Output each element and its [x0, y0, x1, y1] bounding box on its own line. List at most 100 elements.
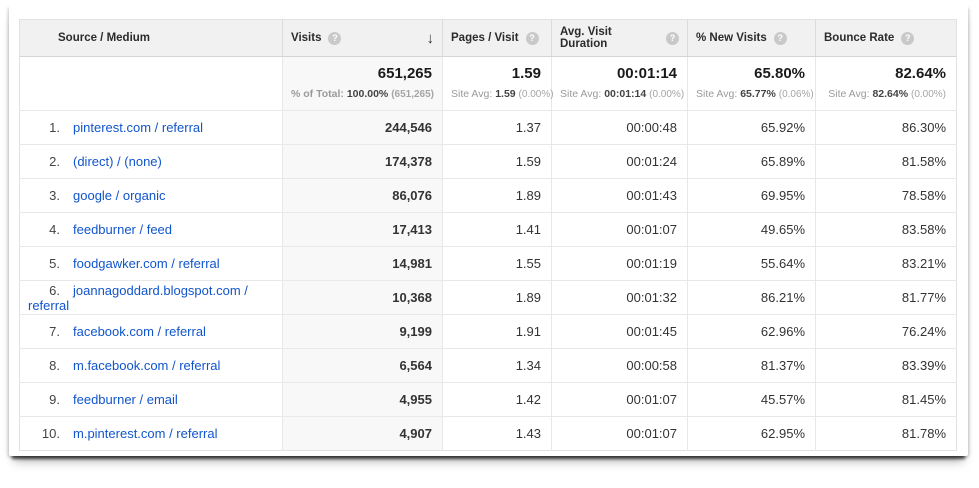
column-header-pct-new-visits[interactable]: % New Visits ? [687, 19, 816, 57]
bounce-rate-cell: 83.58% [815, 212, 957, 247]
totals-bounce-value: 82.64% [895, 65, 946, 82]
totals-visits-cell: 651,265 % of Total: 100.00% (651,265) [282, 56, 443, 111]
source-medium-link[interactable]: feedburner / feed [73, 222, 173, 237]
table-row: 2. (direct) / (none) 174,378 1.59 00:01:2… [19, 144, 957, 179]
pages-per-visit-cell: 1.91 [442, 314, 552, 349]
row-rank: 9. [49, 392, 60, 407]
row-rank: 4. [49, 222, 60, 237]
table-row: 3. google / organic 86,076 1.89 00:01:43 … [19, 178, 957, 213]
source-medium-link[interactable]: google / organic [73, 188, 166, 203]
table-row: 8. m.facebook.com / referral 6,564 1.34 0… [19, 348, 957, 383]
pct-new-visits-cell: 86.21% [687, 280, 816, 315]
totals-duration-cell: 00:01:14 Site Avg: 00:01:14 (0.00%) [551, 56, 688, 111]
row-rank: 3. [49, 188, 60, 203]
row-rank: 1. [49, 120, 60, 135]
source-medium-cell: 7. facebook.com / referral [19, 314, 283, 349]
bounce-rate-cell: 81.78% [815, 416, 957, 451]
source-medium-cell: 3. google / organic [19, 178, 283, 213]
avg-visit-duration-cell: 00:01:07 [551, 382, 688, 417]
totals-bounce-cell: 82.64% Site Avg: 82.64% (0.00%) [815, 56, 957, 111]
avg-visit-duration-cell: 00:01:07 [551, 416, 688, 451]
help-icon[interactable]: ? [666, 31, 679, 45]
analytics-table-card: Source / Medium Visits ? ↓ Pages / Visit… [9, 5, 968, 456]
visits-cell: 244,546 [282, 110, 443, 145]
avg-visit-duration-cell: 00:01:24 [551, 144, 688, 179]
table-row: 1. pinterest.com / referral 244,546 1.37 … [19, 110, 957, 145]
help-icon[interactable]: ? [525, 31, 539, 45]
column-header-avg-visit-duration[interactable]: Avg. Visit Duration ? [551, 19, 688, 57]
totals-row: 651,265 % of Total: 100.00% (651,265) 1.… [20, 56, 957, 111]
bounce-rate-cell: 81.77% [815, 280, 957, 315]
column-header-visits[interactable]: Visits ? ↓ [282, 19, 443, 57]
pct-new-visits-cell: 55.64% [687, 246, 816, 281]
source-medium-link[interactable]: pinterest.com / referral [73, 120, 204, 135]
pct-new-visits-cell: 69.95% [687, 178, 816, 213]
source-medium-cell: 8. m.facebook.com / referral [19, 348, 283, 383]
visits-cell: 86,076 [282, 178, 443, 213]
pct-new-visits-cell: 81.37% [687, 348, 816, 383]
visits-cell: 4,955 [282, 382, 443, 417]
column-header-source-medium[interactable]: Source / Medium [19, 19, 283, 57]
pct-new-visits-cell: 45.57% [687, 382, 816, 417]
avg-visit-duration-cell: 00:00:58 [551, 348, 688, 383]
totals-duration-value: 00:01:14 [616, 65, 677, 82]
bounce-rate-cell: 83.39% [815, 348, 957, 383]
column-label: Pages / Visit [451, 32, 519, 44]
pages-per-visit-cell: 1.34 [442, 348, 552, 383]
totals-empty-cell [20, 57, 283, 111]
totals-visits-value: 651,265 [377, 65, 432, 82]
row-rank: 7. [49, 324, 60, 339]
visits-cell: 9,199 [282, 314, 443, 349]
table-row: 10. m.pinterest.com / referral 4,907 1.43… [19, 416, 957, 451]
table-row: 5. foodgawker.com / referral 14,981 1.55 … [19, 246, 957, 281]
source-medium-table: Source / Medium Visits ? ↓ Pages / Visit… [19, 19, 957, 451]
pages-per-visit-cell: 1.59 [442, 144, 552, 179]
header-row: Source / Medium Visits ? ↓ Pages / Visit… [19, 19, 957, 57]
table-header: Source / Medium Visits ? ↓ Pages / Visit… [19, 19, 957, 57]
avg-visit-duration-cell: 00:01:19 [551, 246, 688, 281]
avg-visit-duration-cell: 00:01:07 [551, 212, 688, 247]
totals-pages-value: 1.59 [511, 65, 541, 82]
column-header-pages-per-visit[interactable]: Pages / Visit ? [442, 19, 552, 57]
source-medium-link[interactable]: foodgawker.com / referral [73, 256, 220, 271]
row-rank: 5. [49, 256, 60, 271]
source-medium-cell: 5. foodgawker.com / referral [19, 246, 283, 281]
row-rank: 10. [41, 426, 60, 441]
row-rank: 6. [49, 282, 60, 298]
column-label: Avg. Visit Duration [560, 26, 612, 50]
bounce-rate-cell: 81.58% [815, 144, 957, 179]
pct-new-visits-cell: 65.92% [687, 110, 816, 145]
totals-pages-cell: 1.59 Site Avg: 1.59 (0.00%) [442, 56, 554, 111]
help-icon[interactable]: ? [773, 31, 787, 45]
totals-new-visits-value: 65.80% [754, 65, 805, 82]
source-medium-link[interactable]: facebook.com / referral [73, 324, 206, 339]
source-medium-link[interactable]: m.facebook.com / referral [73, 358, 221, 373]
visits-cell: 174,378 [282, 144, 443, 179]
source-medium-link[interactable]: joannagoddard.blogspot.com / referral [28, 282, 248, 313]
pages-per-visit-cell: 1.89 [442, 178, 552, 213]
row-rank: 8. [49, 358, 60, 373]
source-medium-cell: 4. feedburner / feed [19, 212, 283, 247]
avg-visit-duration-cell: 00:00:48 [551, 110, 688, 145]
help-icon[interactable]: ? [901, 31, 915, 45]
source-medium-link[interactable]: (direct) / (none) [73, 154, 162, 169]
pct-new-visits-cell: 65.89% [687, 144, 816, 179]
help-icon[interactable]: ? [328, 31, 342, 45]
pct-new-visits-cell: 62.95% [687, 416, 816, 451]
pages-per-visit-cell: 1.41 [442, 212, 552, 247]
source-medium-cell: 1. pinterest.com / referral [19, 110, 283, 145]
column-label: % New Visits [696, 32, 767, 44]
avg-visit-duration-cell: 00:01:32 [551, 280, 688, 315]
source-medium-link[interactable]: m.pinterest.com / referral [73, 426, 218, 441]
bounce-rate-cell: 86.30% [815, 110, 957, 145]
visits-cell: 6,564 [282, 348, 443, 383]
source-medium-cell: 2. (direct) / (none) [19, 144, 283, 179]
table-row: 6. joannagoddard.blogspot.com / referral … [19, 280, 957, 315]
bounce-rate-cell: 76.24% [815, 314, 957, 349]
source-medium-link[interactable]: feedburner / email [73, 392, 178, 407]
pages-per-visit-cell: 1.43 [442, 416, 552, 451]
column-header-bounce-rate[interactable]: Bounce Rate ? [815, 19, 957, 57]
table-row: 7. facebook.com / referral 9,199 1.91 00:… [19, 314, 957, 349]
avg-visit-duration-cell: 00:01:45 [551, 314, 688, 349]
row-rank: 2. [49, 154, 60, 169]
